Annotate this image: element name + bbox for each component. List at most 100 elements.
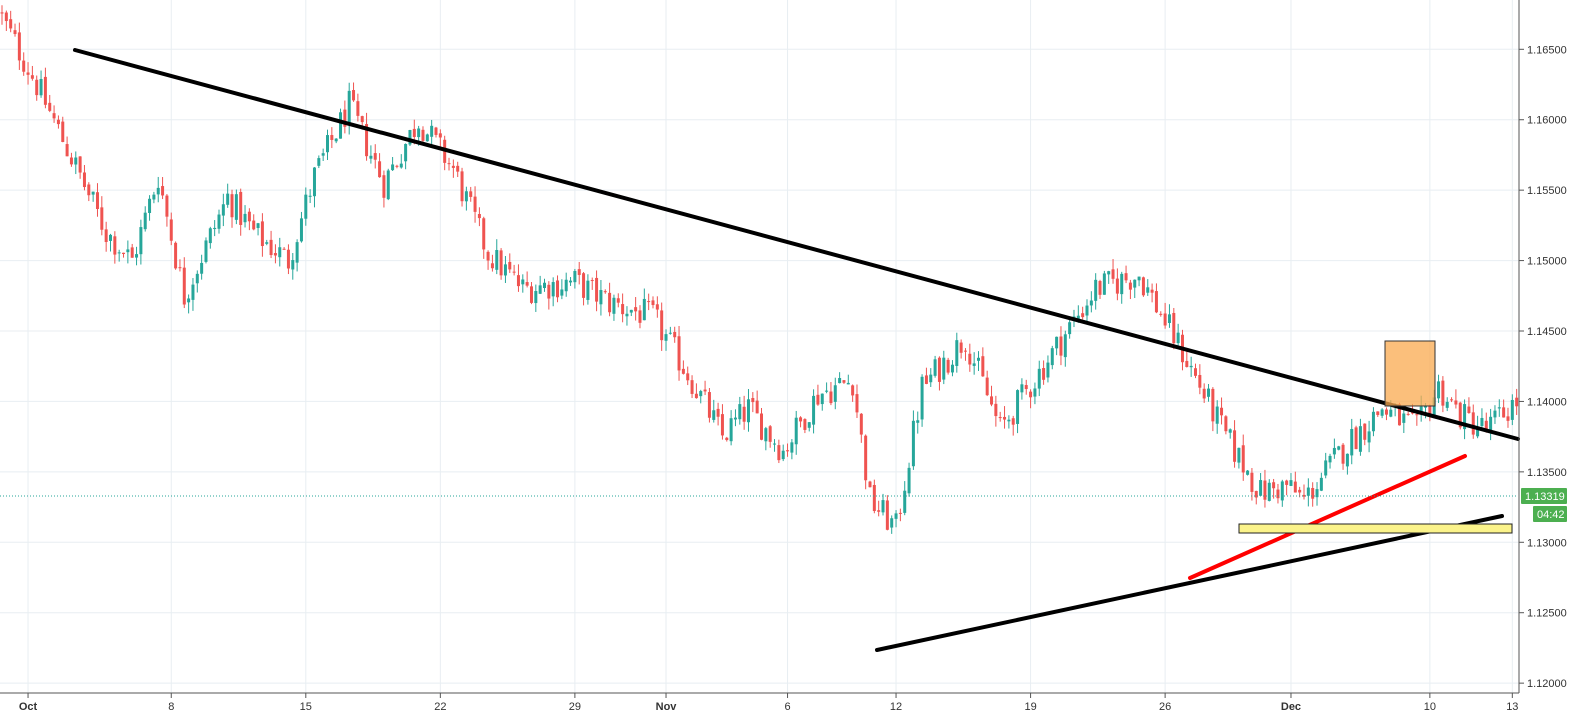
- breakout-box-highlight[interactable]: [1384, 340, 1436, 407]
- price-tick-label: 1.13000: [1527, 537, 1567, 549]
- candle-body: [768, 426, 772, 442]
- candle-body: [1185, 360, 1189, 367]
- candle-body: [1510, 399, 1514, 420]
- candle-body: [881, 500, 885, 513]
- candle-body: [1476, 427, 1480, 437]
- candle-body: [1024, 385, 1028, 390]
- candle-body: [916, 420, 920, 423]
- candle-body: [399, 163, 403, 168]
- candle-body: [1011, 418, 1015, 425]
- candle-body: [742, 406, 746, 422]
- drawings[interactable]: [73, 48, 1520, 652]
- candle-body: [269, 239, 273, 256]
- candle-body: [1259, 480, 1263, 496]
- candle-body: [1241, 445, 1245, 473]
- candle-body: [703, 389, 707, 392]
- candle-body: [1068, 322, 1072, 335]
- candle-body: [972, 363, 976, 366]
- candle-body: [1198, 374, 1202, 388]
- candle-body: [200, 262, 204, 274]
- candle-body: [260, 221, 264, 247]
- candle-body: [356, 101, 360, 116]
- candle-body: [512, 271, 516, 273]
- candle-body: [864, 435, 868, 481]
- candle-body: [968, 353, 972, 365]
- candle-body: [573, 270, 577, 283]
- candle-body: [1354, 427, 1358, 450]
- candle-body: [681, 368, 685, 374]
- candle-body: [334, 138, 338, 142]
- candle-body: [638, 310, 642, 323]
- candle-body: [165, 195, 169, 217]
- candle-body: [603, 291, 607, 293]
- candle-body: [243, 213, 247, 223]
- candle-body: [1497, 407, 1501, 409]
- candle-body: [278, 247, 282, 258]
- candle-body: [360, 116, 364, 123]
- candle-body: [551, 282, 555, 297]
- candle-body: [30, 75, 34, 79]
- candle-body: [391, 164, 395, 171]
- candle-body: [43, 76, 47, 105]
- candle-body: [495, 250, 499, 270]
- candle-body: [1484, 420, 1488, 431]
- candle-body: [642, 298, 646, 321]
- candle-body: [1254, 490, 1258, 498]
- candle-body: [1424, 406, 1428, 408]
- candle-body: [17, 32, 21, 61]
- candle-body: [738, 404, 742, 420]
- candle-body: [135, 254, 139, 258]
- candle-body: [308, 195, 312, 197]
- candle-body: [686, 373, 690, 381]
- candle-body: [347, 90, 351, 126]
- candle-body: [234, 194, 238, 220]
- descending-trendline[interactable]: [73, 48, 1520, 441]
- red-trendline[interactable]: [1188, 454, 1467, 580]
- candle-body: [1016, 390, 1020, 424]
- candle-body: [1159, 313, 1163, 315]
- candle-body: [664, 334, 668, 341]
- candle-body: [1324, 460, 1328, 476]
- candle-body: [1233, 430, 1237, 462]
- candle-body: [699, 391, 703, 397]
- candle-body: [933, 359, 937, 376]
- time-tick-label: 10: [1424, 701, 1436, 713]
- candle-body: [104, 229, 108, 243]
- candle-body: [48, 102, 52, 111]
- candle-body: [1098, 281, 1102, 295]
- candle-body: [920, 376, 924, 420]
- candle-body: [625, 313, 629, 317]
- candle-body: [1102, 273, 1106, 295]
- candle-body: [773, 443, 777, 445]
- candle-body: [521, 279, 525, 285]
- candle-body: [1228, 429, 1232, 433]
- candle-body: [1389, 409, 1393, 417]
- candle-body: [35, 79, 39, 96]
- candle-body: [447, 163, 451, 165]
- candle-body: [790, 442, 794, 453]
- candle-body: [78, 156, 82, 173]
- candle-body: [1419, 406, 1423, 414]
- ascending-trendline[interactable]: [875, 514, 1504, 652]
- candle-body: [373, 153, 377, 160]
- candle-body: [386, 170, 390, 200]
- time-tick-label: 29: [569, 701, 581, 713]
- candle-body: [564, 279, 568, 292]
- candle-body: [191, 284, 195, 300]
- candle-body: [95, 192, 99, 210]
- candle-body: [1380, 409, 1384, 416]
- candle-body: [126, 249, 130, 253]
- candle-body: [1133, 279, 1137, 288]
- candle-body: [777, 445, 781, 461]
- candle-body: [417, 128, 421, 138]
- time-tick-label: 13: [1506, 701, 1518, 713]
- candle-body: [382, 175, 386, 198]
- candle-body: [1059, 336, 1063, 356]
- candle-body: [156, 187, 160, 195]
- candle-body: [946, 359, 950, 373]
- candle-body: [1306, 487, 1310, 496]
- candle-body: [1411, 411, 1414, 414]
- support-zone-highlight[interactable]: [1238, 523, 1513, 534]
- candle-body: [1141, 277, 1145, 296]
